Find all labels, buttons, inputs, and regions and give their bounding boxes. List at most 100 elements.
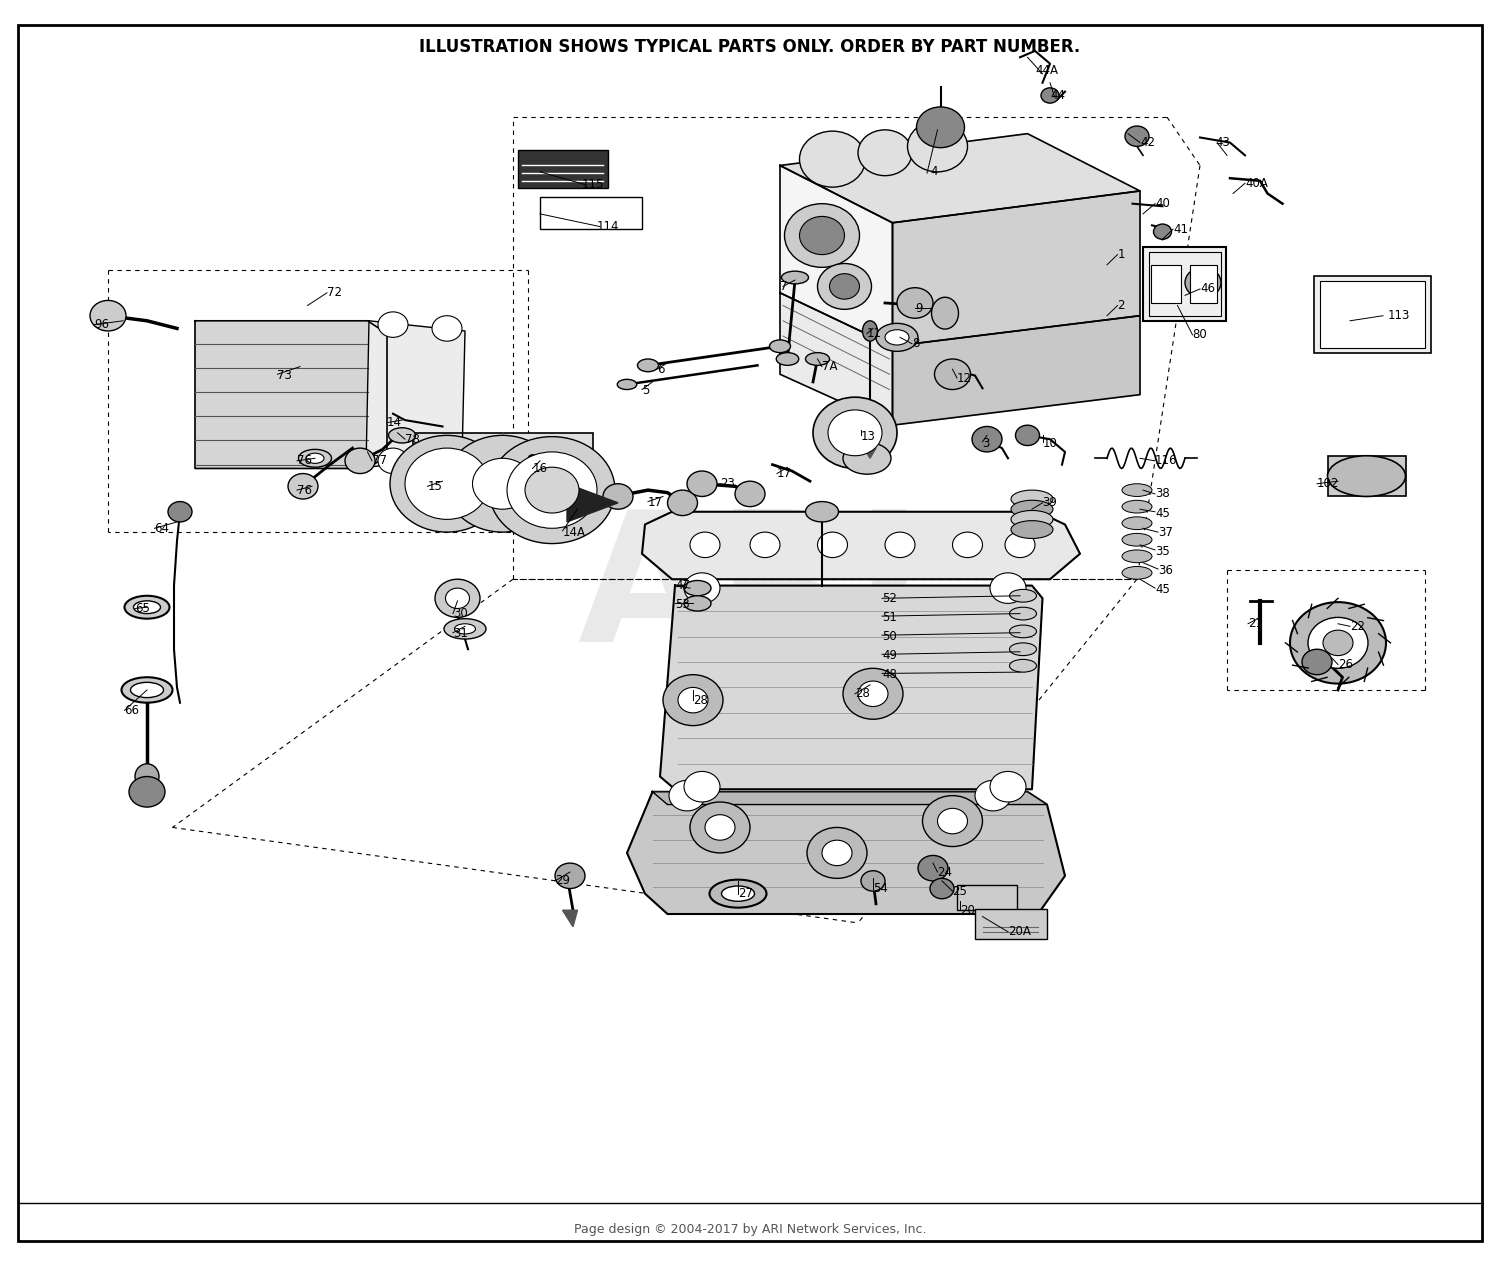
Text: 76: 76 (297, 484, 312, 496)
Ellipse shape (932, 298, 958, 330)
Polygon shape (652, 792, 1047, 805)
Text: 3: 3 (982, 437, 990, 449)
Text: 77: 77 (372, 454, 387, 467)
Text: 20A: 20A (1008, 925, 1031, 938)
Text: 102: 102 (1317, 477, 1340, 490)
Text: 48: 48 (882, 668, 897, 681)
Ellipse shape (806, 353, 830, 365)
Circle shape (690, 802, 750, 853)
Circle shape (830, 274, 860, 299)
Polygon shape (864, 448, 876, 458)
Bar (1149, 252, 1221, 316)
Ellipse shape (1010, 643, 1036, 656)
Circle shape (663, 675, 723, 726)
Circle shape (975, 780, 1011, 811)
Ellipse shape (684, 596, 711, 611)
Polygon shape (366, 321, 465, 467)
Circle shape (784, 204, 859, 267)
Text: 35: 35 (1155, 545, 1170, 558)
Text: 66: 66 (124, 704, 140, 717)
Polygon shape (562, 910, 578, 927)
Text: 47: 47 (675, 579, 690, 592)
Text: 45: 45 (1155, 507, 1170, 519)
Circle shape (990, 771, 1026, 802)
Circle shape (828, 410, 882, 456)
Polygon shape (892, 316, 1140, 425)
Text: 5: 5 (642, 384, 650, 397)
Ellipse shape (1328, 456, 1406, 496)
Text: 2: 2 (1118, 299, 1125, 312)
Ellipse shape (1011, 490, 1053, 508)
Circle shape (129, 777, 165, 807)
Circle shape (922, 796, 982, 847)
Circle shape (750, 532, 780, 558)
Circle shape (858, 130, 912, 176)
Text: 39: 39 (1042, 496, 1058, 509)
Circle shape (918, 855, 948, 881)
Polygon shape (627, 792, 1065, 914)
Text: 17: 17 (777, 467, 792, 480)
Circle shape (807, 827, 867, 878)
Text: 15: 15 (427, 480, 442, 493)
Ellipse shape (454, 624, 476, 634)
Text: ARI: ARI (578, 504, 922, 680)
Text: 31: 31 (453, 628, 468, 640)
Text: 29: 29 (555, 875, 570, 887)
Circle shape (861, 871, 885, 891)
Circle shape (897, 288, 933, 318)
Ellipse shape (134, 601, 160, 614)
Circle shape (818, 532, 848, 558)
Text: 96: 96 (94, 318, 110, 331)
Text: 9: 9 (915, 302, 922, 314)
Circle shape (1154, 224, 1172, 239)
Bar (1143, 247, 1226, 321)
Circle shape (378, 448, 408, 474)
Text: 17: 17 (648, 496, 663, 509)
Circle shape (528, 454, 537, 462)
Ellipse shape (130, 682, 164, 698)
Text: 20: 20 (960, 904, 975, 917)
Ellipse shape (684, 580, 711, 596)
Ellipse shape (843, 443, 891, 475)
Text: 28: 28 (693, 694, 708, 707)
Ellipse shape (1010, 625, 1036, 638)
Text: 14: 14 (387, 416, 402, 429)
Ellipse shape (1122, 484, 1152, 496)
Circle shape (668, 490, 698, 516)
Circle shape (378, 312, 408, 337)
Circle shape (858, 681, 888, 707)
Circle shape (507, 452, 597, 528)
Bar (1150, 265, 1180, 303)
Text: 46: 46 (1200, 283, 1215, 295)
Text: 116: 116 (1155, 454, 1178, 467)
Ellipse shape (1011, 510, 1053, 528)
Text: 16: 16 (532, 462, 548, 475)
Bar (1320, 281, 1425, 348)
Ellipse shape (777, 353, 798, 365)
Ellipse shape (444, 619, 486, 639)
Text: 72: 72 (327, 286, 342, 299)
Text: 28: 28 (855, 687, 870, 700)
Circle shape (705, 815, 735, 840)
Ellipse shape (122, 677, 172, 703)
Text: 11: 11 (867, 327, 882, 340)
Ellipse shape (1010, 659, 1036, 672)
Circle shape (1005, 532, 1035, 558)
Text: 12: 12 (957, 372, 972, 384)
Text: 76: 76 (297, 454, 312, 467)
Text: 8: 8 (912, 337, 920, 350)
Circle shape (972, 426, 1002, 452)
Circle shape (603, 484, 633, 509)
Ellipse shape (722, 886, 754, 901)
Polygon shape (195, 321, 387, 468)
Bar (1314, 276, 1431, 353)
Circle shape (446, 588, 470, 608)
Circle shape (432, 316, 462, 341)
Circle shape (1185, 267, 1221, 298)
Text: 53: 53 (675, 598, 690, 611)
Text: 54: 54 (873, 882, 888, 895)
Text: 21: 21 (1248, 617, 1263, 630)
Bar (957, 885, 1017, 910)
Circle shape (990, 573, 1026, 603)
Circle shape (735, 481, 765, 507)
